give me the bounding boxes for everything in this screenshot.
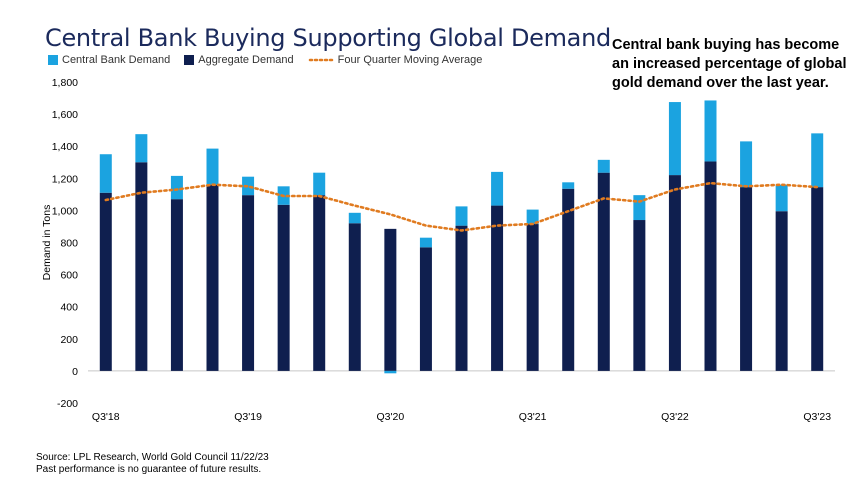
central-bank-demand-bar <box>170 175 183 200</box>
aggregate-demand-bar <box>740 187 753 371</box>
legend-label-aggregate: Aggregate Demand <box>198 54 294 66</box>
y-tick-label: 1,000 <box>52 205 78 217</box>
x-tick-label: Q3'21 <box>519 411 547 423</box>
central-bank-demand-bar <box>491 171 504 206</box>
x-tick-label: Q3'23 <box>803 411 831 423</box>
central-bank-demand-bar <box>206 148 219 185</box>
legend-item-aggregate: Aggregate Demand <box>184 54 294 66</box>
source-note: Source: LPL Research, World Gold Council… <box>36 452 269 463</box>
disclaimer: Past performance is no guarantee of futu… <box>36 464 262 475</box>
y-tick-label: 800 <box>60 238 78 250</box>
x-tick-label: Q3'19 <box>234 411 262 423</box>
y-tick-label: 1,400 <box>52 141 78 153</box>
central-bank-demand-bar <box>419 237 432 248</box>
y-tick-label: 1,600 <box>52 109 78 121</box>
chart-title: Central Bank Buying Supporting Global De… <box>45 24 611 52</box>
central-bank-demand-bar <box>597 159 610 173</box>
x-tick-label: Q3'22 <box>661 411 689 423</box>
aggregate-demand-bar <box>206 184 219 371</box>
aggregate-demand-bar <box>562 188 575 371</box>
aggregate-demand-bar <box>455 225 468 371</box>
x-tick-label: Q3'18 <box>92 411 120 423</box>
central-bank-demand-bar <box>455 206 468 226</box>
y-axis-label: Demand in Tons <box>41 205 53 281</box>
central-bank-demand-bar <box>562 182 575 189</box>
aggregate-demand-bar <box>384 228 397 371</box>
central-bank-demand-bar <box>811 133 824 188</box>
central-bank-demand-bar <box>99 154 112 193</box>
y-tick-label: -200 <box>57 398 78 410</box>
aggregate-demand-bar <box>668 175 681 371</box>
legend-label-moving-average: Four Quarter Moving Average <box>337 54 483 66</box>
chart-legend: Central Bank Demand Aggregate Demand Fou… <box>48 54 496 66</box>
legend-swatch-central-bank <box>48 55 58 65</box>
callout-text: Central bank buying has become an increa… <box>612 36 847 93</box>
aggregate-demand-bar <box>170 199 183 371</box>
aggregate-demand-bar <box>704 161 717 371</box>
central-bank-demand-bar <box>633 195 646 221</box>
aggregate-demand-bar <box>135 162 148 371</box>
legend-item-moving-average: Four Quarter Moving Average <box>308 54 483 66</box>
central-bank-demand-bar <box>348 212 361 224</box>
callout-line: Central bank buying has become <box>612 37 840 53</box>
aggregate-demand-bar <box>491 205 504 371</box>
moving-average-line <box>104 181 819 232</box>
y-tick-label: 1,200 <box>52 173 78 185</box>
central-bank-demand-bar <box>668 102 681 176</box>
aggregate-demand-bar <box>313 195 326 371</box>
aggregate-demand-bar <box>419 247 432 371</box>
aggregate-demand-bar <box>526 224 539 371</box>
central-bank-demand-bar <box>704 100 717 162</box>
central-bank-demand-bar <box>526 209 539 225</box>
central-bank-demand-bar <box>135 134 148 163</box>
aggregate-demand-bar <box>775 211 788 371</box>
y-tick-label: 400 <box>60 302 78 314</box>
x-tick-label: Q3'20 <box>377 411 405 423</box>
aggregate-demand-bar <box>348 223 361 371</box>
callout-line: gold demand over the last year. <box>612 75 829 91</box>
aggregate-demand-bar <box>597 172 610 371</box>
footer: Source: LPL Research, World Gold Council… <box>36 452 269 476</box>
legend-swatch-aggregate <box>184 55 195 65</box>
callout-line: an increased percentage of global <box>612 56 847 72</box>
y-tick-label: 1,800 <box>52 77 78 89</box>
aggregate-demand-bar <box>811 187 824 371</box>
central-bank-demand-bar <box>775 184 788 212</box>
central-bank-demand-bar <box>740 141 753 188</box>
legend-swatch-moving-average <box>308 58 333 62</box>
central-bank-demand-bar <box>313 172 326 196</box>
aggregate-demand-bar <box>633 220 646 371</box>
central-bank-demand-bar <box>384 370 397 374</box>
legend-item-central-bank: Central Bank Demand <box>48 54 170 66</box>
aggregate-demand-bar <box>99 192 112 371</box>
y-tick-label: 200 <box>60 334 78 346</box>
y-tick-label: 600 <box>60 270 78 282</box>
y-tick-label: 0 <box>72 366 78 378</box>
legend-label-central-bank: Central Bank Demand <box>62 54 171 66</box>
aggregate-demand-bar <box>277 204 290 371</box>
aggregate-demand-bar <box>242 195 255 371</box>
